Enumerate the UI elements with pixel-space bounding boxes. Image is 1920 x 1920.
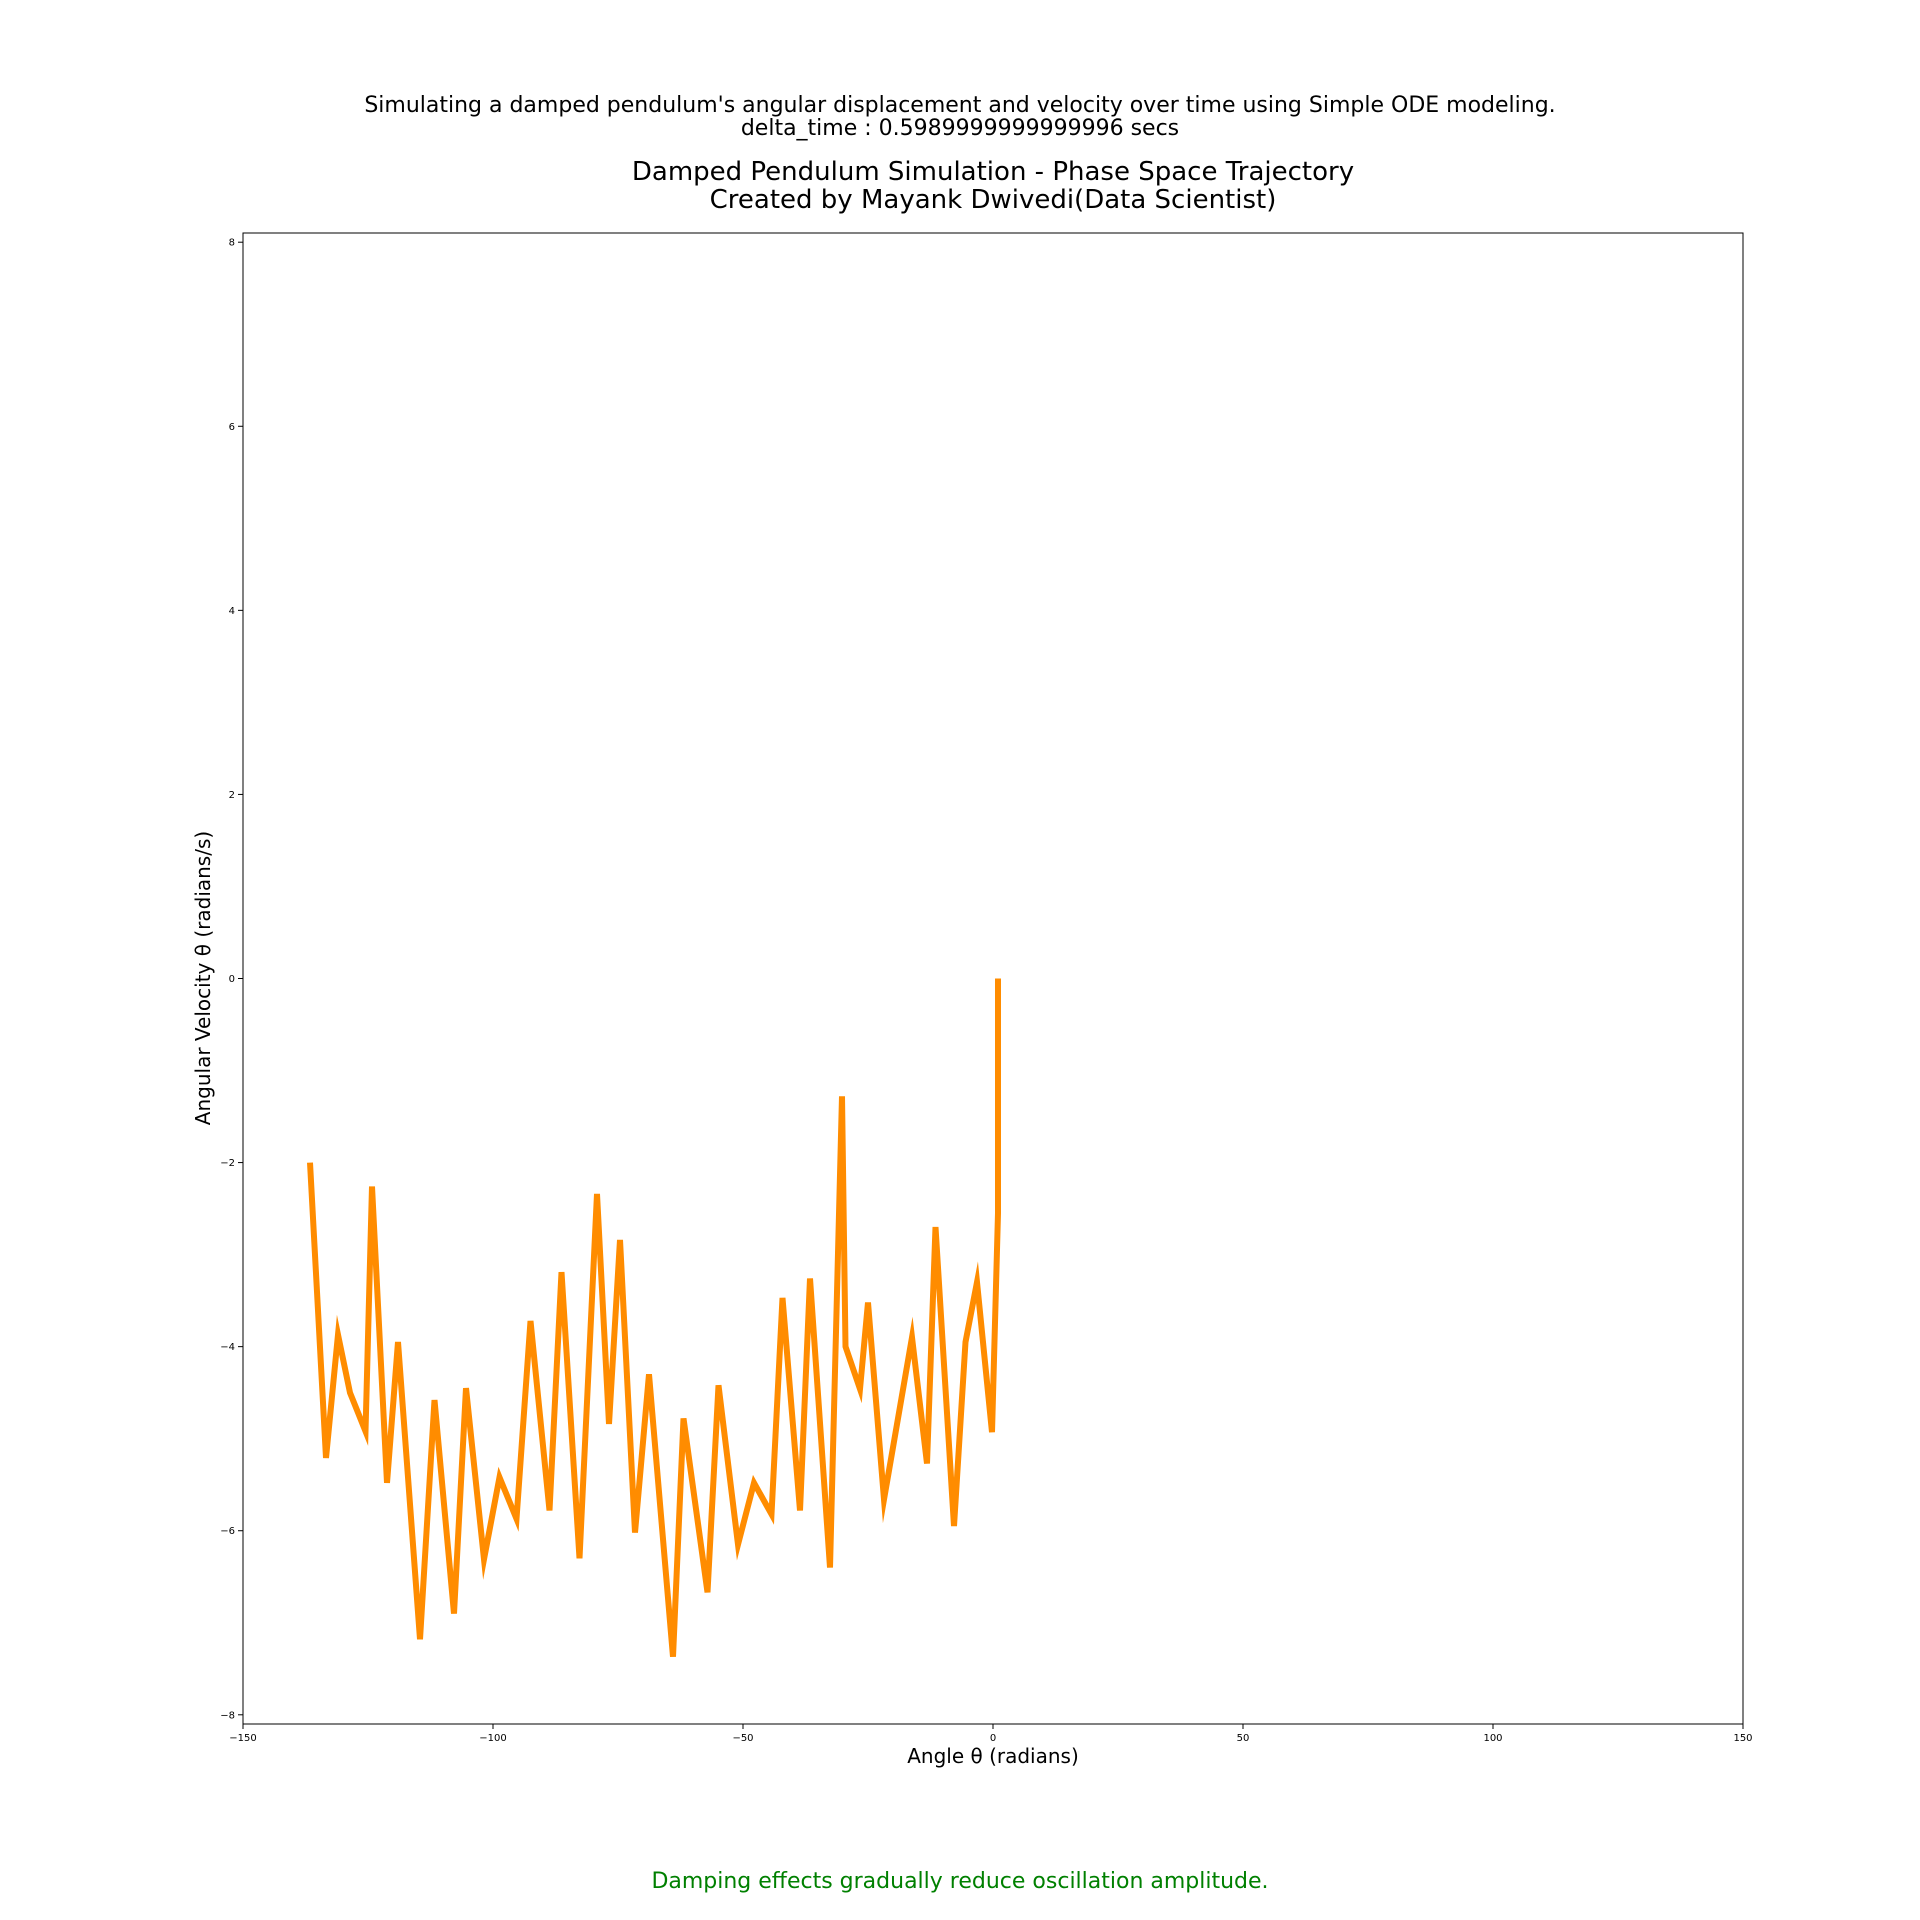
y-tick-label: 8: [229, 238, 235, 249]
y-tick-label: −4: [220, 1342, 235, 1353]
y-tick-label: −8: [220, 1710, 235, 1721]
x-tick-label: 100: [1483, 1733, 1502, 1744]
y-tick-label: −2: [220, 1158, 235, 1169]
x-tick-label: 150: [1733, 1733, 1752, 1744]
y-tick-label: 4: [229, 606, 235, 617]
y-axis-label: Angular Velocity θ (radians/s): [191, 831, 215, 1125]
x-tick-label: −150: [229, 1733, 256, 1744]
x-tick-label: 0: [990, 1733, 996, 1744]
y-tick-label: 2: [229, 790, 235, 801]
chart-series: [307, 978, 1001, 1658]
x-axis-label: Angle θ (radians): [907, 1744, 1079, 1768]
figure-suptitle-line2: delta_time : 0.5989999999999996 secs: [740, 116, 1180, 141]
axis-ticks: −150 −100 −50 0 50 100 150 −8 −6 −4 −2 0 2 4 6 8: [220, 238, 1752, 1744]
y-tick-label: 6: [229, 422, 235, 433]
chart-title-line2: Created by Mayank Dwivedi(Data Scientist…: [709, 185, 1277, 215]
y-tick-label: 0: [229, 974, 235, 985]
y-tick-label: −6: [220, 1526, 235, 1537]
x-tick-label: −50: [732, 1733, 753, 1744]
figure-suptitle-line1: Simulating a damped pendulum's angular d…: [364, 93, 1556, 118]
damping-note: Damping effects gradually reduce oscilla…: [651, 1869, 1269, 1894]
x-tick-label: −100: [479, 1733, 506, 1744]
chart-title-line1: Damped Pendulum Simulation - Phase Space…: [631, 157, 1355, 187]
x-tick-label: 50: [1237, 1733, 1250, 1744]
trajectory-line: [307, 978, 1001, 1658]
plot-frame: [242, 232, 1744, 1725]
